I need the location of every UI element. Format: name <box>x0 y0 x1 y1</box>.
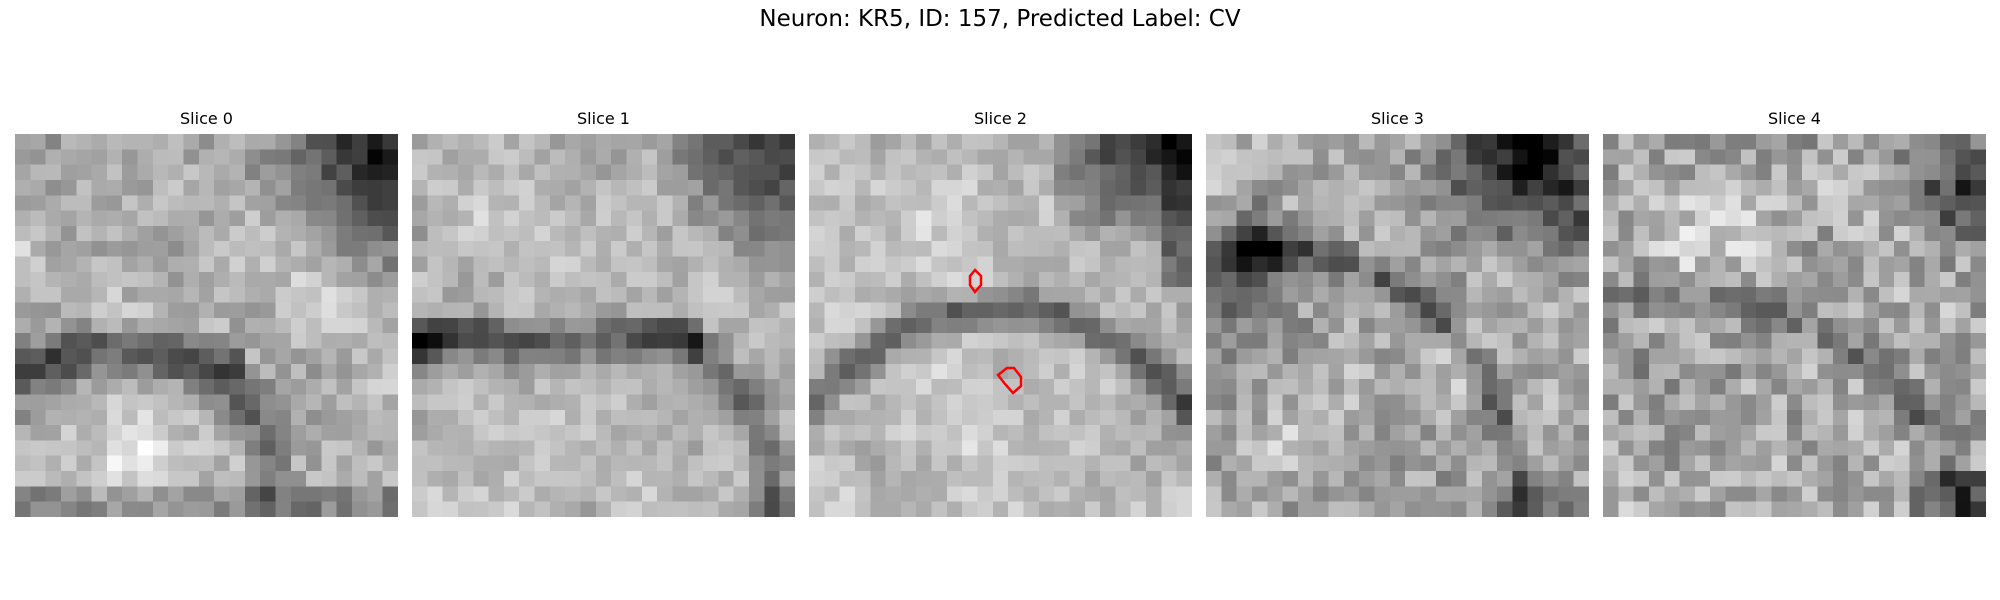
slice-2-image <box>809 134 1192 517</box>
contour-overlay <box>968 268 1023 395</box>
slice-0-image <box>15 134 398 517</box>
slice-1-title: Slice 1 <box>577 109 630 128</box>
slice-4-image <box>1603 134 1986 517</box>
slice-3-image <box>1206 134 1589 517</box>
slice-1-image <box>412 134 795 517</box>
contour-lower <box>996 366 1023 395</box>
figure-title: Neuron: KR5, ID: 157, Predicted Label: C… <box>759 6 1241 32</box>
slice-0-title: Slice 0 <box>180 109 233 128</box>
slice-2-title: Slice 2 <box>974 109 1027 128</box>
slice-4-title: Slice 4 <box>1768 109 1821 128</box>
contour-upper <box>968 268 983 295</box>
slice-3-title: Slice 3 <box>1371 109 1424 128</box>
